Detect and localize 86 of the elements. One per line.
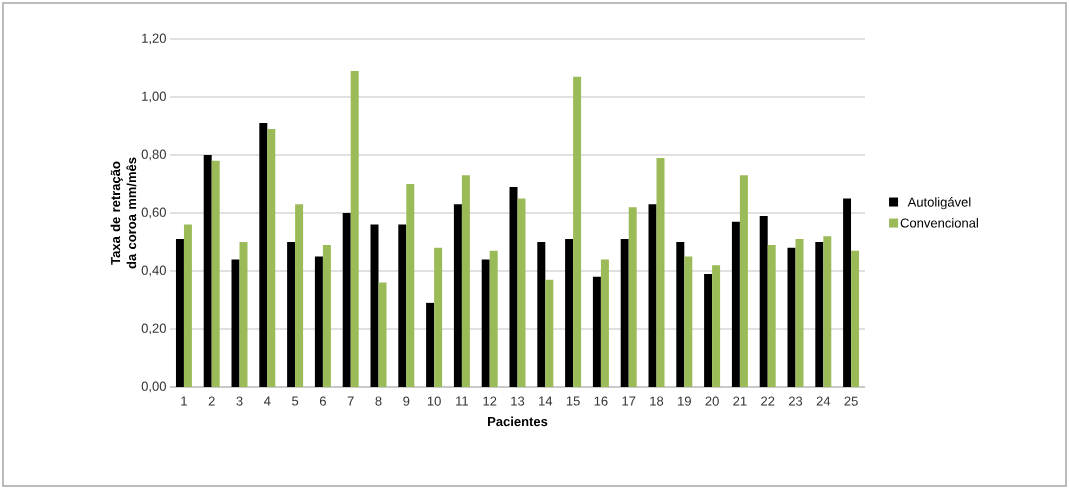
- y-tick-label: 1,00: [142, 91, 166, 103]
- x-tick-label: 23: [788, 396, 803, 406]
- bar: [434, 247, 443, 387]
- bar: [517, 198, 526, 387]
- bar: [592, 276, 601, 387]
- bar: [350, 70, 359, 387]
- bar: [231, 259, 240, 387]
- bar: [843, 198, 852, 387]
- y-tick-label: 1,20: [142, 33, 166, 45]
- bar: [406, 183, 415, 387]
- bar: [314, 256, 323, 387]
- x-tick-label: 7: [347, 396, 354, 406]
- x-tick-label: 11: [456, 396, 469, 406]
- bar: [815, 241, 824, 387]
- bar: [851, 250, 860, 387]
- x-tick-label: 24: [816, 396, 831, 406]
- bar: [509, 186, 518, 387]
- x-tick-label: 4: [263, 396, 271, 406]
- x-tick-label: 16: [594, 396, 608, 406]
- bar: [712, 265, 721, 387]
- y-tick-label: 0,80: [141, 149, 166, 161]
- bar: [628, 207, 637, 387]
- x-tick-label: 22: [761, 396, 775, 406]
- bar: [287, 241, 296, 387]
- bar: [676, 241, 685, 387]
- bar: [795, 239, 804, 387]
- x-tick-label: 10: [427, 396, 441, 406]
- x-tick-label: 25: [844, 396, 858, 406]
- y-tick-label: 0,60: [141, 207, 166, 219]
- x-tick-label: 8: [375, 396, 382, 406]
- x-tick-label: 5: [292, 396, 299, 406]
- bar: [203, 154, 212, 387]
- bar: [322, 244, 331, 387]
- bar: [398, 224, 407, 387]
- legend-label: Autoligável: [907, 197, 971, 210]
- x-tick-label: 6: [319, 396, 326, 406]
- x-tick-label: 18: [650, 396, 664, 406]
- bar: [600, 259, 609, 387]
- y-axis-title: Taxa de retração da coroa mm/mês: [110, 157, 137, 269]
- x-tick-label: 19: [678, 396, 691, 406]
- bar: [620, 239, 629, 387]
- x-tick-label: 3: [236, 396, 243, 406]
- bar: [823, 236, 832, 387]
- bar: [704, 273, 713, 387]
- bar: [461, 175, 470, 387]
- y-tick-label: 0,20: [141, 323, 166, 335]
- bar: [259, 123, 268, 387]
- bar: [767, 244, 776, 387]
- bar: [489, 250, 498, 387]
- x-tick-label: 1: [181, 396, 187, 406]
- legend-label: Convencional: [900, 218, 978, 228]
- y-tick-label: 0,40: [141, 265, 166, 277]
- bar: [239, 241, 248, 387]
- bar: [573, 76, 582, 387]
- bar: [378, 282, 387, 387]
- bar: [342, 212, 351, 387]
- bar: [565, 239, 574, 387]
- bar: [426, 302, 435, 387]
- bar: [370, 224, 379, 387]
- x-tick-label: 14: [539, 396, 553, 406]
- x-tick-label: 15: [566, 396, 580, 406]
- y-tick-label: 0,00: [141, 381, 166, 393]
- bar: [481, 259, 490, 387]
- bar: [684, 256, 693, 387]
- bar: [731, 221, 740, 387]
- bar: [183, 224, 192, 387]
- x-tick-label: 17: [622, 396, 636, 406]
- bar: [648, 204, 657, 387]
- x-tick-label: 9: [403, 396, 410, 406]
- bar: [656, 157, 665, 387]
- x-tick-label: 13: [511, 396, 525, 406]
- bar: [211, 160, 220, 387]
- bar: [453, 204, 462, 387]
- x-tick-label: 21: [733, 396, 747, 406]
- x-tick-label: 20: [705, 396, 719, 406]
- bar: [295, 204, 304, 387]
- bar: [267, 128, 276, 387]
- bar: [739, 175, 748, 387]
- x-axis-title: Pacientes: [488, 416, 548, 427]
- bar: [787, 247, 796, 387]
- x-tick-label: 2: [208, 396, 215, 406]
- bar: [175, 239, 184, 387]
- x-tick-label: 12: [483, 396, 497, 406]
- bar: [537, 241, 546, 387]
- bar: [759, 215, 768, 387]
- bar: [545, 279, 554, 387]
